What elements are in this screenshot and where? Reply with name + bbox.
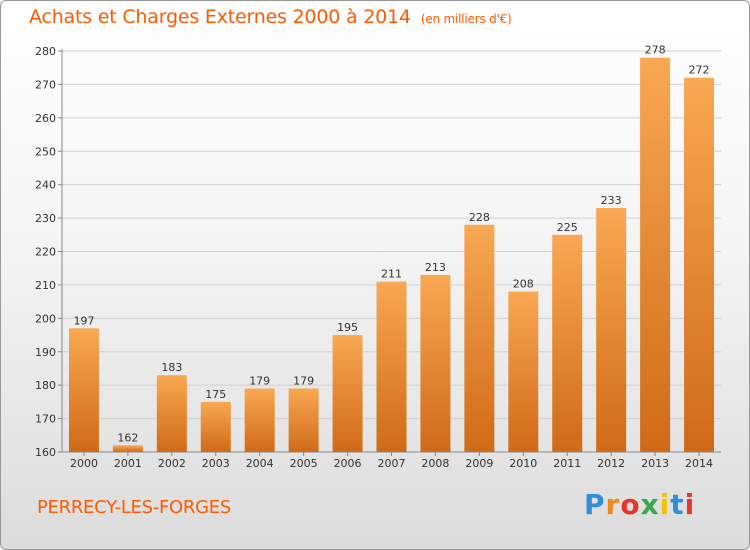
y-tick-label: 160 (35, 446, 56, 459)
data-label-2009: 228 (469, 211, 490, 224)
logo-letter: r (605, 488, 621, 521)
bar-2002 (156, 375, 187, 452)
x-tick-label-2004: 2004 (246, 457, 274, 470)
logo-letter: i (659, 488, 671, 521)
bar-2009 (464, 224, 495, 452)
y-tick-label: 180 (35, 379, 56, 392)
chart-title-text: Achats et Charges Externes 2000 à 2014 (29, 6, 411, 28)
y-tick-labels: 160 170 180 190 200 210 220 230 240 250 260 270 280 (35, 45, 56, 459)
bar-2011 (552, 234, 583, 452)
data-label-2014: 272 (689, 64, 710, 77)
y-tick-label: 190 (35, 346, 56, 359)
logo-letter: t (670, 488, 685, 521)
bar-2005 (288, 388, 319, 452)
logo-letter: i (684, 488, 696, 521)
data-label-2002: 183 (161, 361, 182, 374)
x-tick-label-2002: 2002 (158, 457, 186, 470)
data-label-2012: 233 (601, 194, 622, 207)
logo-letter: P (584, 488, 606, 521)
commune-name: PERRECY-LES-FORGES (37, 497, 231, 518)
y-tick-label: 170 (35, 413, 56, 426)
y-tick-label: 280 (35, 45, 56, 58)
y-tick-label: 230 (35, 212, 56, 225)
x-tick-labels: 2000 2001 2002 2003 2004 2005 2006 2007 2008 2009… (70, 457, 713, 470)
bar-2000 (68, 328, 99, 452)
y-tick-label: 240 (35, 179, 56, 192)
proxiti-logo: Proxiti (584, 488, 695, 521)
bar-2010 (508, 291, 539, 452)
x-tick-label-2011: 2011 (553, 457, 581, 470)
bar-2014 (684, 77, 715, 452)
data-label-2006: 195 (337, 321, 358, 334)
data-label-2004: 179 (249, 375, 270, 388)
logo-letter: x (640, 488, 660, 521)
bar-2003 (200, 401, 231, 452)
data-label-2011: 225 (557, 221, 578, 234)
data-label-2013: 278 (645, 44, 666, 57)
y-tick-label: 200 (35, 312, 56, 325)
y-tick-label: 270 (35, 78, 56, 91)
bar-2001 (112, 445, 143, 452)
x-tick-label-2006: 2006 (334, 457, 362, 470)
x-tick-label-2001: 2001 (114, 457, 142, 470)
y-tick-label: 220 (35, 246, 56, 259)
x-tick-label-2000: 2000 (70, 457, 98, 470)
y-tick-label: 210 (35, 279, 56, 292)
logo-letter: o (620, 488, 641, 521)
x-tick-label-2005: 2005 (290, 457, 318, 470)
x-tick-label-2008: 2008 (421, 457, 449, 470)
data-label-2007: 211 (381, 268, 402, 281)
data-label-2003: 175 (205, 388, 226, 401)
x-tick-label-2013: 2013 (641, 457, 669, 470)
bar-2004 (244, 388, 275, 452)
x-tick-label-2014: 2014 (685, 457, 713, 470)
x-tick-label-2007: 2007 (378, 457, 406, 470)
data-label-2010: 208 (513, 278, 534, 291)
data-label-2000: 197 (73, 314, 94, 327)
x-tick-label-2003: 2003 (202, 457, 230, 470)
data-labels: 197 162 183 175 179 179 195 211 213 228 208 225 233 2… (73, 44, 709, 445)
bar-2007 (376, 281, 407, 452)
x-tick-label-2010: 2010 (509, 457, 537, 470)
data-label-2008: 213 (425, 261, 446, 274)
x-tick-label-2009: 2009 (465, 457, 493, 470)
chart-unit: (en milliers d'€) (420, 12, 512, 26)
y-tick-label: 260 (35, 112, 56, 125)
y-tick-label: 250 (35, 145, 56, 158)
data-label-2001: 162 (117, 431, 138, 444)
x-tick-label-2012: 2012 (597, 457, 625, 470)
bar-2012 (596, 208, 627, 452)
bar-2008 (420, 274, 451, 452)
bar-2013 (640, 57, 671, 452)
bars (68, 57, 715, 452)
chart-title: Achats et Charges Externes 2000 à 2014 (e… (29, 6, 512, 28)
bar-2006 (332, 335, 363, 452)
data-label-2005: 179 (293, 375, 314, 388)
